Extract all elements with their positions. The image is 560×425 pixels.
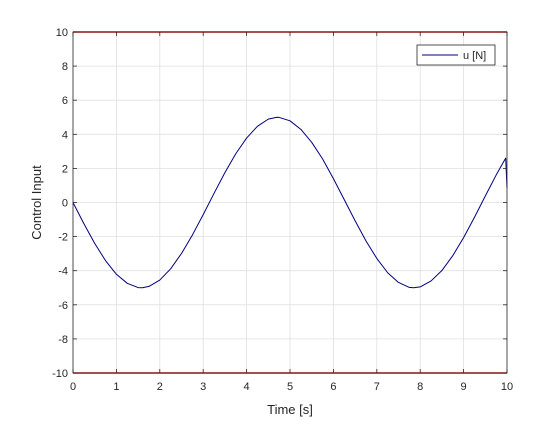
y-tick-label: -10 — [52, 368, 68, 380]
series-layer — [72, 116, 508, 289]
x-tick-label: 7 — [374, 381, 380, 393]
x-tick-label: 1 — [113, 381, 119, 393]
y-tick-label: -8 — [58, 334, 68, 346]
y-axis-ticks: -10 -8 -6 -4 -2 0 2 4 6 8 10 — [52, 27, 507, 380]
y-tick-label: 8 — [62, 61, 68, 73]
x-tick-label: 4 — [244, 381, 250, 393]
y-tick-label: -2 — [58, 232, 68, 244]
x-tick-label: 9 — [461, 381, 467, 393]
x-axis-ticks: 0 1 2 3 4 5 6 7 8 9 10 — [70, 32, 513, 393]
y-tick-label: 10 — [56, 27, 68, 39]
legend: u [N] — [416, 44, 496, 66]
x-axis-label: Time [s] — [267, 402, 313, 417]
y-tick-label: -4 — [58, 266, 68, 278]
y-tick-label: 6 — [62, 95, 68, 107]
x-tick-label: 3 — [200, 381, 206, 393]
x-tick-label: 10 — [501, 381, 513, 393]
x-tick-label: 5 — [287, 381, 293, 393]
x-tick-label: 2 — [157, 381, 163, 393]
legend-label-u: u [N] — [463, 50, 486, 62]
y-tick-label: 0 — [62, 198, 68, 210]
series-line-u — [72, 116, 508, 289]
x-tick-label: 8 — [417, 381, 423, 393]
y-tick-label: -6 — [58, 300, 68, 312]
y-tick-label: 4 — [62, 129, 68, 141]
x-tick-label: 6 — [330, 381, 336, 393]
x-tick-label: 0 — [70, 381, 76, 393]
y-tick-label: 2 — [62, 163, 68, 175]
y-axis-label: Control Input — [29, 165, 44, 240]
